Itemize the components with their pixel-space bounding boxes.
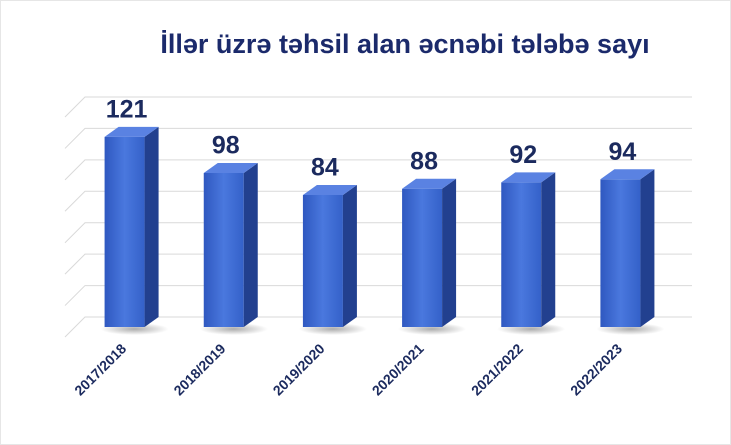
data-label: 98 — [212, 132, 240, 160]
bar-side — [243, 163, 258, 327]
data-label: 94 — [609, 138, 637, 166]
data-label: 84 — [311, 154, 339, 182]
grid-line — [64, 96, 692, 118]
bar-top — [104, 126, 159, 137]
bar-top — [203, 163, 258, 173]
bar-side — [442, 178, 457, 327]
grid-line — [64, 222, 692, 244]
grid-line — [64, 316, 692, 338]
bar-side — [144, 126, 159, 327]
bar-top — [302, 185, 357, 195]
bar — [302, 195, 343, 327]
grid-line — [64, 253, 692, 275]
bar — [402, 188, 443, 327]
data-label: 92 — [509, 141, 537, 169]
chart-title: İllər üzrə təhsil alan əcnəbi tələbə say… — [160, 29, 649, 59]
bar — [104, 136, 145, 327]
grid-line — [64, 285, 692, 306]
bar-top — [402, 178, 457, 189]
bar — [501, 182, 542, 327]
bar-side — [640, 169, 655, 327]
bar — [203, 173, 244, 327]
grid-line — [64, 127, 692, 149]
grid-line — [64, 159, 692, 181]
bar-side — [342, 185, 357, 327]
bar-side — [541, 172, 556, 327]
bar — [600, 179, 641, 327]
data-label: 121 — [106, 95, 148, 123]
bar-top — [600, 169, 655, 180]
bar-top — [501, 172, 556, 183]
grid-line — [64, 190, 692, 212]
data-label: 88 — [410, 147, 438, 175]
